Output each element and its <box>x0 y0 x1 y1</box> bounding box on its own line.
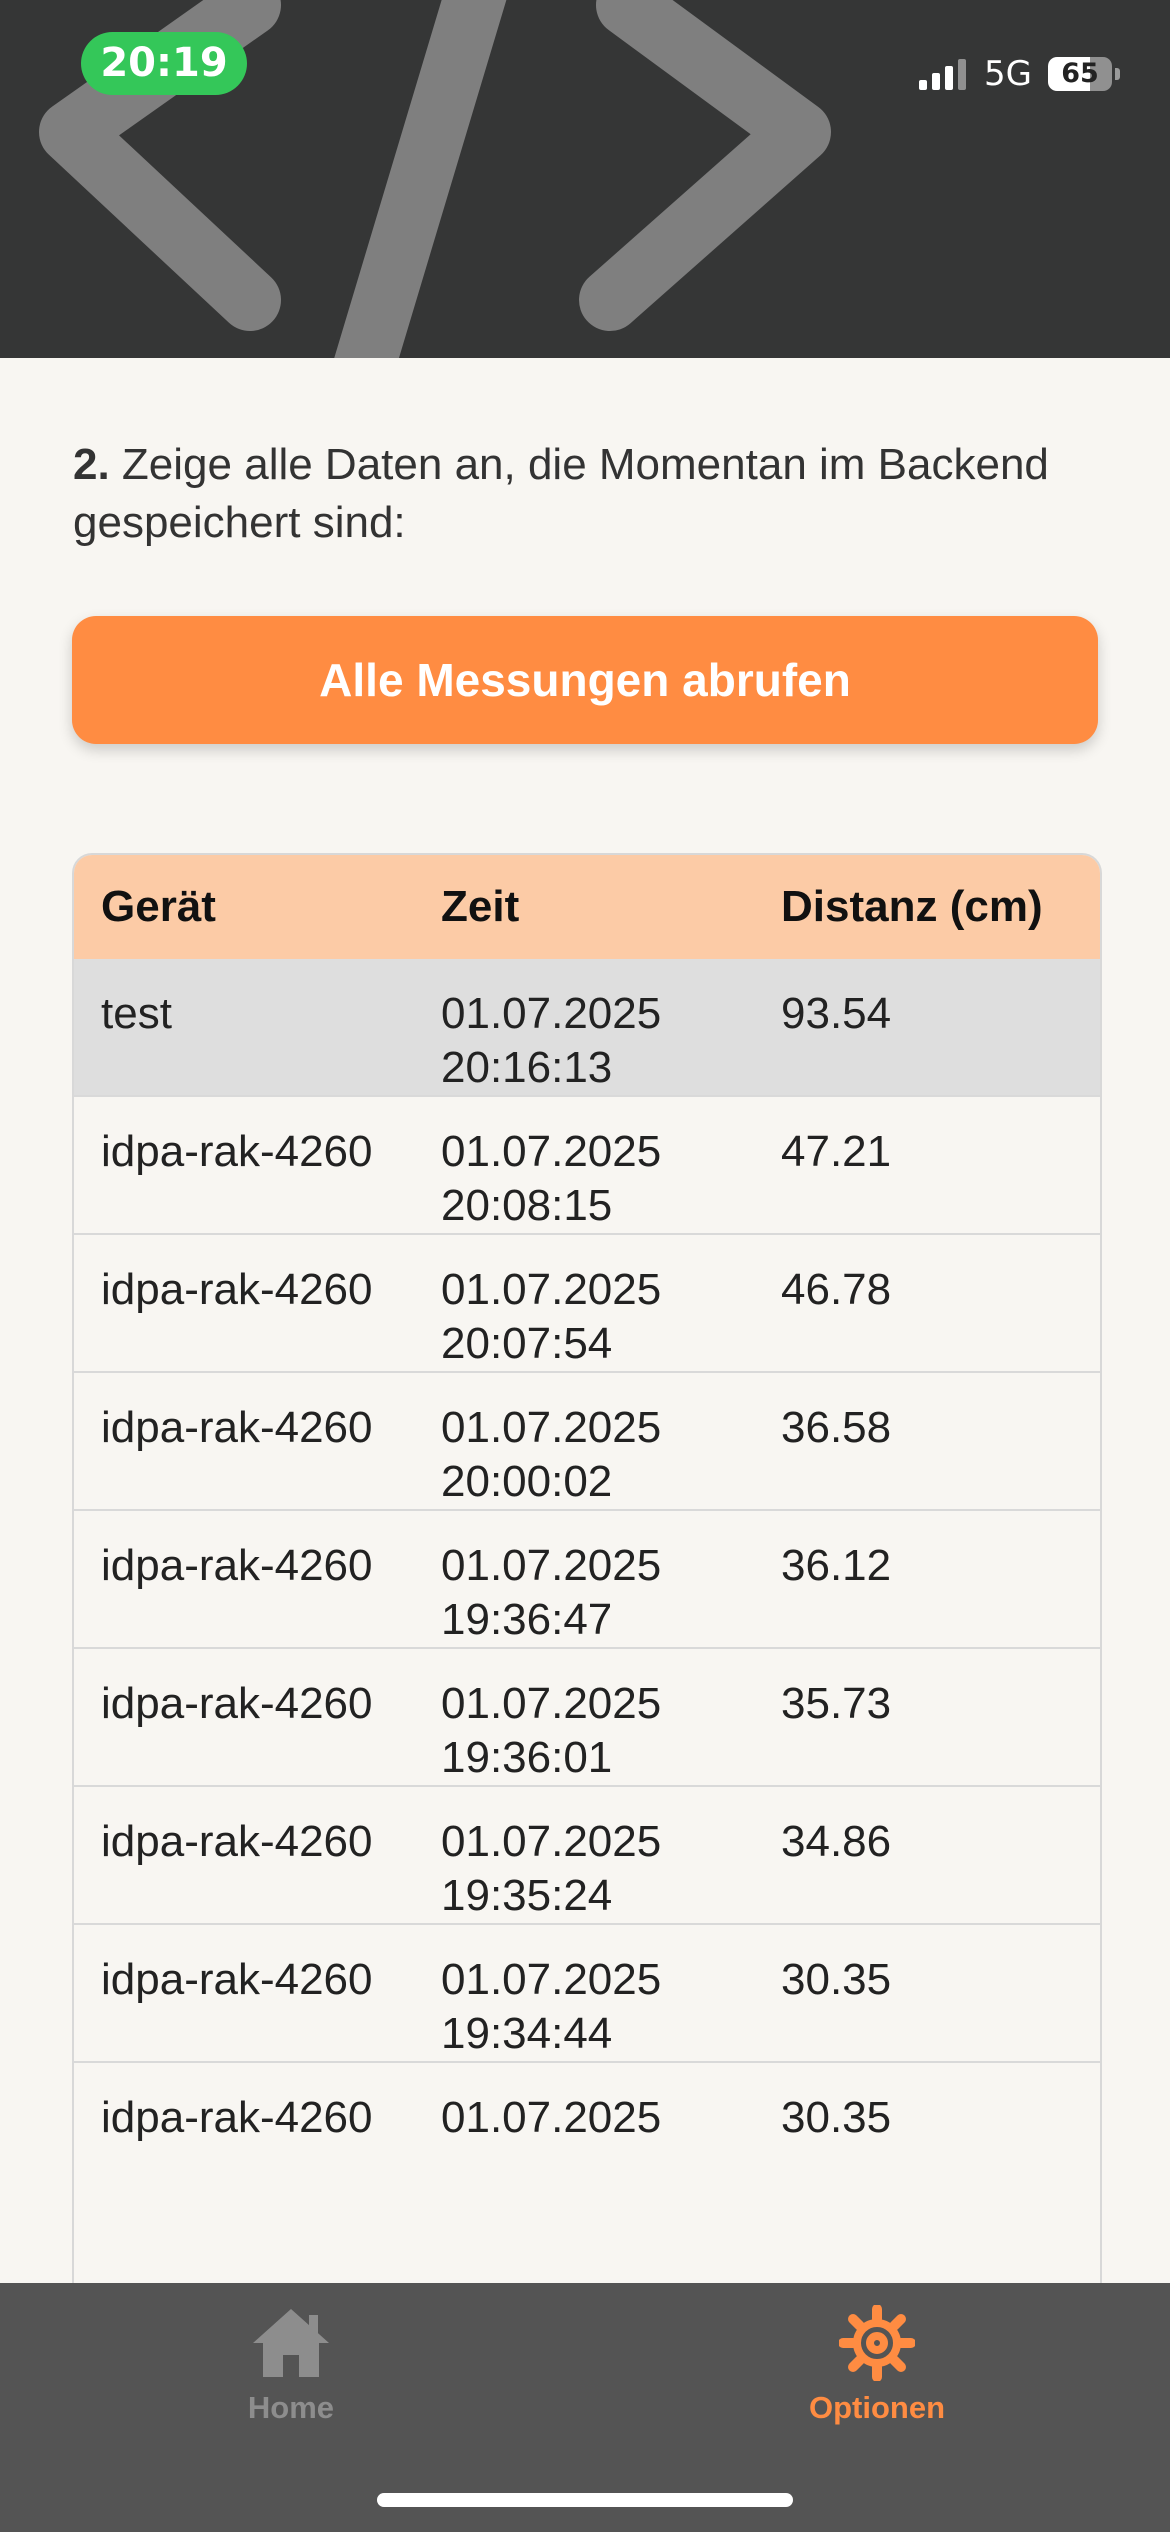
cell-clock: 19:34:44 <box>441 2009 613 2058</box>
header-device: Gerät <box>74 855 414 959</box>
cell-clock: 20:00:02 <box>441 1457 613 1506</box>
cell-time: 01.07.2025 19:35:24 <box>414 1785 754 1924</box>
table-row[interactable]: idpa-rak-4260 01.07.2025 19:36:01 35.73 <box>74 1647 1100 1786</box>
cell-device: idpa-rak-4260 <box>74 1233 414 1372</box>
table-row[interactable]: idpa-rak-4260 01.07.2025 19:36:47 36.12 <box>74 1509 1100 1648</box>
cell-date: 01.07.2025 <box>441 1817 662 1866</box>
instruction-body: Zeige alle Daten an, die Momentan im Bac… <box>73 440 1049 547</box>
table-row[interactable]: idpa-rak-4260 01.07.2025 30.35 <box>74 2061 1100 2192</box>
tab-home[interactable]: Home <box>191 2305 391 2426</box>
table-row[interactable]: test 01.07.2025 20:16:13 93.54 <box>74 959 1100 1096</box>
cell-time: 01.07.2025 19:36:01 <box>414 1647 754 1786</box>
cell-device: idpa-rak-4260 <box>74 1095 414 1234</box>
measurements-table: Gerät Zeit Distanz (cm) test 01.07.2025 20… <box>74 855 1100 2192</box>
cell-distance: 36.58 <box>754 1371 1100 1510</box>
header-banner: 20:19 5G 65 <box>0 0 1170 358</box>
signal-icon <box>919 58 967 90</box>
cell-time: 01.07.2025 20:16:13 <box>414 959 754 1096</box>
status-time: 20:19 <box>81 32 247 95</box>
table-row[interactable]: idpa-rak-4260 01.07.2025 20:00:02 36.58 <box>74 1371 1100 1510</box>
cell-device: idpa-rak-4260 <box>74 2061 414 2192</box>
cell-date: 01.07.2025 <box>441 1127 662 1176</box>
cell-date: 01.07.2025 <box>441 2093 662 2142</box>
table-row[interactable]: idpa-rak-4260 01.07.2025 20:08:15 47.21 <box>74 1095 1100 1234</box>
cell-device: idpa-rak-4260 <box>74 1785 414 1924</box>
tab-options-label: Optionen <box>808 2390 946 2425</box>
cell-distance: 30.35 <box>754 1923 1100 2062</box>
cell-clock: 20:08:15 <box>441 1181 613 1230</box>
tab-home-label: Home <box>247 2390 335 2425</box>
cell-device: idpa-rak-4260 <box>74 1923 414 2062</box>
battery-icon: 65 <box>1048 57 1112 91</box>
table-row[interactable]: idpa-rak-4260 01.07.2025 20:07:54 46.78 <box>74 1233 1100 1372</box>
home-indicator[interactable] <box>377 2493 793 2507</box>
table-header-row: Gerät Zeit Distanz (cm) <box>74 855 1100 959</box>
cell-device: idpa-rak-4260 <box>74 1509 414 1648</box>
battery-percent: 65 <box>1061 58 1099 89</box>
cell-distance: 46.78 <box>754 1233 1100 1372</box>
gear-icon <box>838 2304 916 2382</box>
cell-device: idpa-rak-4260 <box>74 1371 414 1510</box>
tab-bar: Home Optionen <box>0 2283 1170 2532</box>
tab-options[interactable]: Optionen <box>777 2304 977 2426</box>
header-time: Zeit <box>414 855 754 959</box>
cell-time: 01.07.2025 20:07:54 <box>414 1233 754 1372</box>
house-icon <box>253 2309 329 2377</box>
cell-time: 01.07.2025 19:34:44 <box>414 1923 754 2062</box>
fetch-all-measurements-button[interactable]: Alle Messungen abrufen <box>72 616 1098 744</box>
cell-clock: 19:36:01 <box>441 1733 613 1782</box>
cell-clock: 20:07:54 <box>441 1319 613 1368</box>
cell-clock: 19:35:24 <box>441 1871 613 1920</box>
cell-time: 01.07.2025 20:00:02 <box>414 1371 754 1510</box>
header-distance: Distanz (cm) <box>754 855 1100 959</box>
network-type: 5G <box>984 54 1032 94</box>
status-indicators: 5G 65 <box>919 54 1120 94</box>
cell-date: 01.07.2025 <box>441 1955 662 2004</box>
cell-distance: 36.12 <box>754 1509 1100 1648</box>
cell-clock: 19:36:47 <box>441 1595 613 1644</box>
cell-date: 01.07.2025 <box>441 1541 662 1590</box>
table-row[interactable]: idpa-rak-4260 01.07.2025 19:34:44 30.35 <box>74 1923 1100 2062</box>
cell-time: 01.07.2025 <box>414 2061 754 2192</box>
cell-time: 01.07.2025 19:36:47 <box>414 1509 754 1648</box>
cell-distance: 47.21 <box>754 1095 1100 1234</box>
instruction-text: 2. Zeige alle Daten an, die Momentan im … <box>73 436 1093 552</box>
cell-device: test <box>74 959 414 1096</box>
cell-distance: 35.73 <box>754 1647 1100 1786</box>
cell-date: 01.07.2025 <box>441 1265 662 1314</box>
cell-distance: 34.86 <box>754 1785 1100 1924</box>
cell-time: 01.07.2025 20:08:15 <box>414 1095 754 1234</box>
cell-date: 01.07.2025 <box>441 1679 662 1728</box>
table-row[interactable]: idpa-rak-4260 01.07.2025 19:35:24 34.86 <box>74 1785 1100 1924</box>
measurements-table-container[interactable]: Gerät Zeit Distanz (cm) test 01.07.2025 20… <box>72 853 1102 2285</box>
cell-distance: 30.35 <box>754 2061 1100 2192</box>
cell-distance: 93.54 <box>754 959 1100 1096</box>
step-number: 2. <box>73 440 110 489</box>
cell-clock: 20:16:13 <box>441 1043 613 1092</box>
cell-date: 01.07.2025 <box>441 989 662 1038</box>
cell-date: 01.07.2025 <box>441 1403 662 1452</box>
cell-device: idpa-rak-4260 <box>74 1647 414 1786</box>
